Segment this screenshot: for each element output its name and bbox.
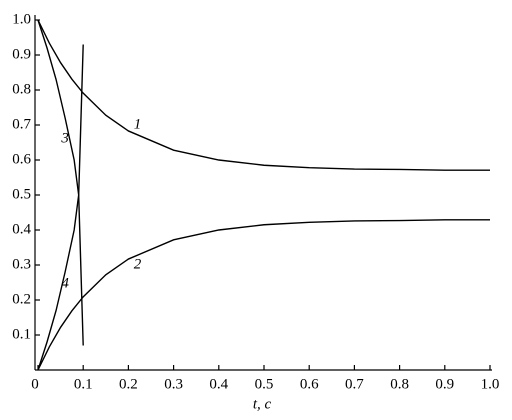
- x-tick-label: 0: [31, 376, 39, 392]
- x-axis-label: t, c: [253, 396, 272, 412]
- y-tick-label: 0.6: [12, 151, 31, 167]
- curve-label: 3: [60, 130, 69, 146]
- curve: [37, 44, 84, 371]
- x-tick-label: 0.1: [74, 376, 93, 392]
- curve: [37, 19, 84, 346]
- x-tick-label: 0.6: [300, 376, 319, 392]
- y-tick-label: 0.2: [12, 291, 31, 307]
- y-tick-label: 0.5: [12, 186, 31, 202]
- x-tick-label: 0.2: [119, 376, 138, 392]
- x-tick-label: 0.7: [345, 376, 364, 392]
- x-tick-label: 0.3: [164, 376, 183, 392]
- y-tick-label: 0.7: [12, 116, 31, 132]
- curve-label: 2: [134, 256, 142, 272]
- y-tick-label: 1.0: [12, 11, 31, 27]
- curve: [37, 219, 490, 371]
- x-tick-label: 0.5: [255, 376, 274, 392]
- curve-label: 4: [61, 276, 69, 292]
- y-tick-label: 0.9: [12, 46, 31, 62]
- y-tick-label: 0.1: [12, 326, 31, 342]
- curve-label: 1: [134, 116, 142, 132]
- curve: [37, 19, 490, 171]
- x-tick-label: 0.8: [390, 376, 409, 392]
- y-tick-label: 0.8: [12, 81, 31, 97]
- x-tick-label: 0.4: [209, 376, 228, 392]
- y-tick-label: 0.3: [12, 256, 31, 272]
- x-tick-label: 1.0: [481, 376, 500, 392]
- x-tick-label: 0.9: [435, 376, 454, 392]
- y-tick-label: 0.4: [12, 221, 31, 237]
